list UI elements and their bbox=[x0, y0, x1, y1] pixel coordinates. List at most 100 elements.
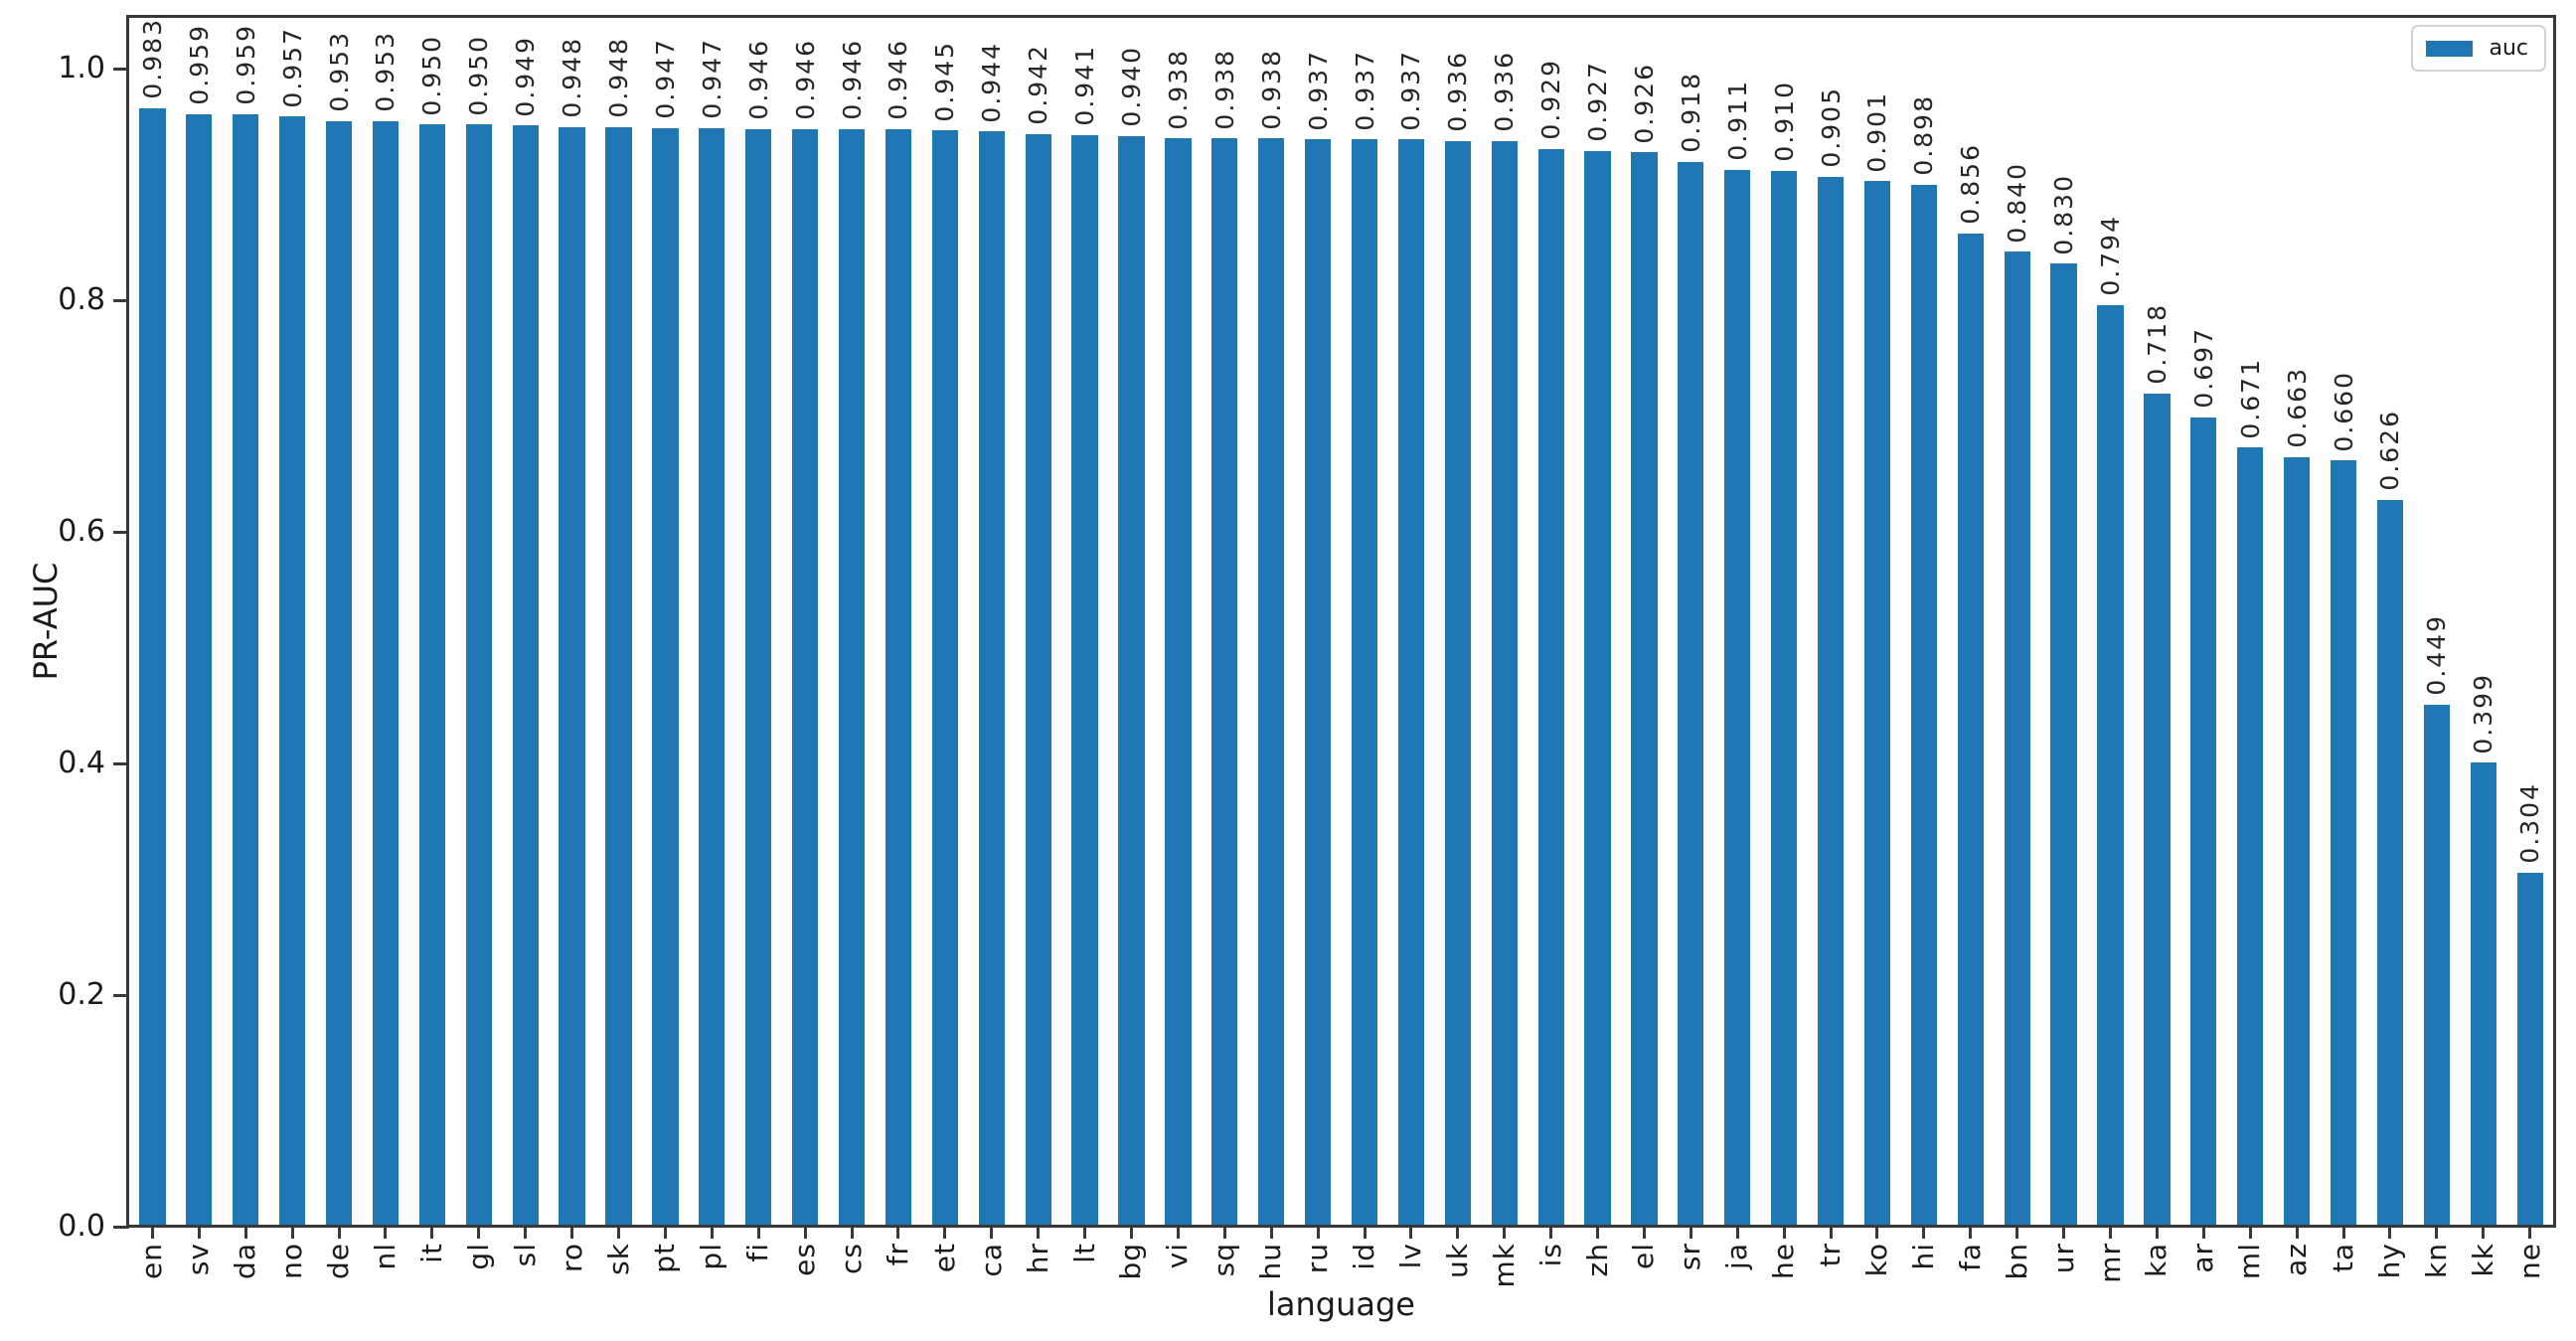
x-tick-label-uk: uk bbox=[1440, 1243, 1474, 1278]
bar-es bbox=[792, 128, 819, 1225]
x-tick-lv bbox=[1409, 1225, 1413, 1239]
bar-sk bbox=[605, 126, 632, 1225]
x-tick-label-wrap-he: he bbox=[1767, 1243, 1801, 1279]
x-tick-label-wrap-kk: kk bbox=[2466, 1243, 2499, 1277]
x-tick-label-pl: pl bbox=[695, 1243, 728, 1270]
bar-pt bbox=[652, 127, 679, 1225]
x-tick-label-fr: fr bbox=[881, 1243, 914, 1266]
bar-value-label-hr: 0.942 bbox=[1024, 44, 1053, 125]
x-tick-label-it: it bbox=[414, 1243, 448, 1263]
x-tick-fi bbox=[756, 1225, 760, 1239]
bar-value-label-az: 0.663 bbox=[2282, 367, 2312, 448]
x-tick-label-kk: kk bbox=[2466, 1243, 2499, 1277]
bar-slot-fr: 0.946 fr bbox=[876, 18, 922, 1265]
bar-sq bbox=[1211, 138, 1238, 1225]
bar-slot-cs: 0.946 cs bbox=[829, 18, 876, 1274]
legend-label-auc: auc bbox=[2489, 36, 2528, 61]
x-tick-label-ml: ml bbox=[2233, 1243, 2267, 1280]
bar-value-label-ur: 0.830 bbox=[2049, 173, 2079, 255]
x-tick-label-wrap-de: de bbox=[322, 1243, 355, 1279]
bar-sr bbox=[1678, 161, 1704, 1225]
bar-slot-it: 0.950 it bbox=[408, 18, 455, 1263]
x-tick-fr bbox=[896, 1225, 900, 1239]
x-tick-label-wrap-sk: sk bbox=[602, 1243, 635, 1275]
bar-is bbox=[1537, 148, 1564, 1225]
bar-en bbox=[139, 107, 166, 1225]
bar-fr bbox=[885, 128, 912, 1225]
x-tick-nl bbox=[384, 1225, 388, 1239]
x-tick-label-bn: bn bbox=[2000, 1243, 2033, 1280]
bar-slot-sq: 0.938 sq bbox=[1202, 18, 1248, 1277]
bar-id bbox=[1351, 139, 1378, 1225]
x-tick-hr bbox=[1037, 1225, 1041, 1239]
x-tick-label-ur: ur bbox=[2046, 1243, 2080, 1274]
x-tick-ko bbox=[1875, 1225, 1879, 1239]
x-tick-no bbox=[290, 1225, 294, 1239]
x-tick-label-ko: ko bbox=[1859, 1243, 1893, 1277]
x-tick-hy bbox=[2388, 1225, 2392, 1239]
bars-container: 0.983 en 0.959 sv 0.959 da 0.957 no 0.953 de 0.953… bbox=[129, 18, 2553, 1288]
bar-slot-es: 0.946 es bbox=[782, 18, 829, 1276]
legend: auc bbox=[2411, 25, 2546, 72]
x-tick-label-wrap-sr: sr bbox=[1674, 1243, 1706, 1270]
bar-value-label-et: 0.945 bbox=[930, 40, 960, 122]
plot-area: 0.983 en 0.959 sv 0.959 da 0.957 no 0.953 de 0.953… bbox=[58, 15, 2556, 1288]
x-tick-he bbox=[1782, 1225, 1786, 1239]
x-tick-vi bbox=[1176, 1225, 1180, 1239]
bar-slot-pt: 0.947 pt bbox=[642, 18, 689, 1273]
x-tick-label-hr: hr bbox=[1021, 1243, 1054, 1274]
x-tick-label-tr: tr bbox=[1814, 1243, 1848, 1267]
bar-value-label-sl: 0.949 bbox=[511, 35, 541, 117]
x-tick-label-wrap-fi: fi bbox=[741, 1243, 774, 1262]
bar-slot-sr: 0.918 sr bbox=[1668, 18, 1714, 1270]
bar-slot-sv: 0.959 sv bbox=[176, 18, 223, 1275]
x-tick-label-wrap-ar: ar bbox=[2186, 1243, 2219, 1273]
x-tick-sk bbox=[617, 1225, 621, 1239]
bar-value-label-zh: 0.927 bbox=[1583, 61, 1613, 142]
x-tick-label-wrap-tr: tr bbox=[1814, 1243, 1848, 1267]
bar-value-label-id: 0.937 bbox=[1350, 49, 1379, 131]
x-tick-label-nl: nl bbox=[368, 1243, 402, 1270]
bar-slot-mr: 0.794 mr bbox=[2087, 18, 2134, 1282]
x-tick-label-ta: ta bbox=[2327, 1243, 2360, 1273]
x-tick-label-id: id bbox=[1348, 1243, 1381, 1270]
x-tick-tr bbox=[1829, 1225, 1833, 1239]
bar-da bbox=[233, 113, 259, 1225]
y-axis-label: PR-AUC bbox=[27, 562, 65, 681]
bar-zh bbox=[1584, 151, 1611, 1225]
x-tick-label-wrap-hu: hu bbox=[1254, 1243, 1287, 1280]
bar-value-label-sq: 0.938 bbox=[1209, 48, 1239, 130]
bar-bn bbox=[2004, 251, 2030, 1225]
bar-slot-lt: 0.941 lt bbox=[1061, 18, 1108, 1263]
bar-ne bbox=[2516, 872, 2543, 1225]
x-tick-label-wrap-gl: gl bbox=[462, 1243, 495, 1270]
bar-value-label-da: 0.959 bbox=[231, 24, 260, 105]
x-tick-label-he: he bbox=[1767, 1243, 1801, 1279]
x-tick-ro bbox=[570, 1225, 574, 1239]
y-tick-0.8 bbox=[113, 298, 129, 302]
x-tick-da bbox=[243, 1225, 247, 1239]
y-tick-label-0.4: 0.4 bbox=[58, 746, 105, 780]
x-tick-label-wrap-mr: mr bbox=[2094, 1243, 2127, 1283]
bar-vi bbox=[1165, 138, 1192, 1225]
bar-slot-tr: 0.905 tr bbox=[1808, 18, 1854, 1266]
x-tick-label-es: es bbox=[788, 1243, 822, 1276]
x-tick-label-vi: vi bbox=[1161, 1243, 1195, 1269]
bar-value-label-pl: 0.947 bbox=[697, 38, 726, 119]
bar-value-label-es: 0.946 bbox=[790, 39, 820, 120]
bar-slot-et: 0.945 et bbox=[921, 18, 968, 1273]
x-tick-label-wrap-hi: hi bbox=[1907, 1243, 1940, 1270]
x-tick-ca bbox=[990, 1225, 994, 1239]
bar-pl bbox=[699, 127, 725, 1225]
bar-lv bbox=[1397, 139, 1425, 1225]
bar-slot-ca: 0.944 ca bbox=[968, 18, 1015, 1277]
x-tick-label-sv: sv bbox=[182, 1243, 216, 1276]
x-tick-ne bbox=[2528, 1225, 2532, 1239]
x-tick-sq bbox=[1222, 1225, 1226, 1239]
x-tick-label-pt: pt bbox=[648, 1243, 682, 1273]
x-tick-label-mk: mk bbox=[1487, 1243, 1521, 1288]
bar-gl bbox=[465, 124, 492, 1225]
x-tick-az bbox=[2295, 1225, 2299, 1239]
bar-slot-ta: 0.660 ta bbox=[2321, 18, 2367, 1273]
bar-slot-gl: 0.950 gl bbox=[455, 18, 502, 1270]
